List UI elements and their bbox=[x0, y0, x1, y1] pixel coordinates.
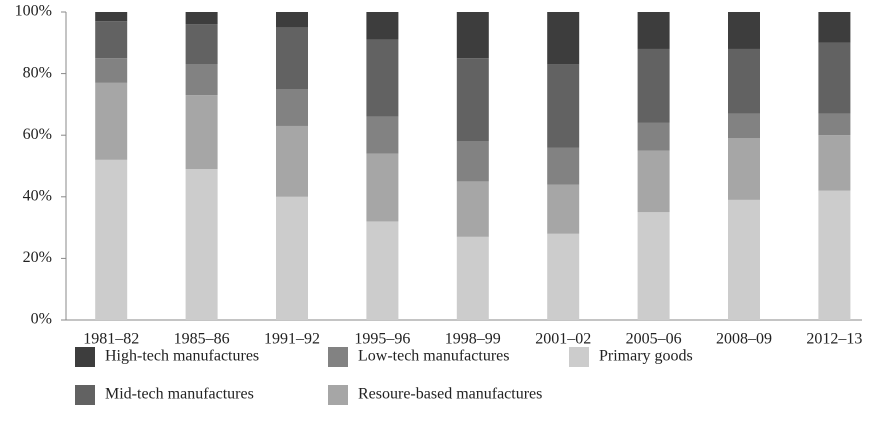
bar-segment bbox=[456, 181, 489, 237]
x-tick-label: 2012–13 bbox=[806, 331, 862, 348]
bar-segment bbox=[456, 236, 489, 320]
bar-segment bbox=[637, 12, 670, 49]
bar-segment bbox=[547, 184, 580, 234]
bar-segment bbox=[185, 24, 218, 65]
bar-segment bbox=[95, 82, 128, 160]
bar-segment bbox=[637, 48, 670, 123]
legend-swatch bbox=[328, 385, 348, 405]
legend-swatch bbox=[75, 347, 95, 367]
bar-segment bbox=[95, 159, 128, 320]
legend-label: Mid-tech manufactures bbox=[105, 386, 254, 403]
bar-segment bbox=[95, 21, 128, 59]
legend-swatch bbox=[328, 347, 348, 367]
bar-segment bbox=[366, 39, 399, 117]
bar-segment bbox=[637, 122, 670, 151]
legend-swatch bbox=[569, 347, 589, 367]
bar-segment bbox=[728, 113, 760, 139]
bar-segment bbox=[276, 196, 308, 320]
bar-segment bbox=[818, 190, 851, 320]
bar-segment bbox=[728, 138, 760, 200]
bar-segment bbox=[818, 113, 851, 136]
x-tick-label: 2008–09 bbox=[716, 331, 772, 348]
bar-segment bbox=[185, 12, 218, 25]
x-tick-label: 1995–96 bbox=[354, 331, 410, 348]
x-tick-label: 1985–86 bbox=[174, 331, 230, 348]
bar-segment bbox=[547, 147, 580, 185]
x-tick-label: 2001–02 bbox=[535, 331, 591, 348]
y-tick-label: 40% bbox=[23, 187, 52, 204]
y-tick-label: 100% bbox=[15, 3, 52, 20]
bar-segment bbox=[276, 125, 308, 197]
bar-segment bbox=[276, 27, 308, 89]
bar-segment bbox=[95, 12, 128, 22]
bar-segment bbox=[185, 169, 218, 320]
x-tick-label: 1998–99 bbox=[445, 331, 501, 348]
bar-segment bbox=[728, 199, 760, 320]
bar-segment bbox=[276, 12, 308, 28]
bar-segment bbox=[547, 12, 580, 65]
bar-segment bbox=[637, 212, 670, 320]
bar-segment bbox=[728, 12, 760, 49]
y-tick-label: 60% bbox=[23, 126, 52, 143]
bar-segment bbox=[366, 12, 399, 40]
bar-segment bbox=[456, 141, 489, 182]
y-tick-label: 0% bbox=[31, 311, 52, 328]
bar-segment bbox=[185, 64, 218, 96]
bar-segment bbox=[818, 12, 851, 43]
bar-segment bbox=[366, 221, 399, 320]
x-tick-label: 1991–92 bbox=[264, 331, 320, 348]
x-tick-label: 1981–82 bbox=[83, 331, 139, 348]
legend-label: Resoure-based manufactures bbox=[358, 386, 542, 403]
bar-segment bbox=[185, 95, 218, 170]
legend-label: Low-tech manufactures bbox=[358, 348, 509, 365]
bar-segment bbox=[818, 42, 851, 114]
bar-segment bbox=[366, 116, 399, 154]
bar-segment bbox=[547, 64, 580, 148]
bar-segment bbox=[456, 58, 489, 142]
bar-segment bbox=[637, 150, 670, 213]
bar-segment bbox=[276, 89, 308, 126]
x-tick-label: 2005–06 bbox=[626, 331, 682, 348]
bar-segment bbox=[818, 135, 851, 191]
legend-label: High-tech manufactures bbox=[105, 348, 259, 365]
legend-label: Primary goods bbox=[599, 348, 693, 365]
y-tick-label: 20% bbox=[23, 249, 52, 266]
bar-segment bbox=[95, 58, 128, 83]
legend-swatch bbox=[75, 385, 95, 405]
bar-segment bbox=[456, 12, 489, 59]
bar-segment bbox=[547, 233, 580, 320]
bar-segment bbox=[728, 48, 760, 114]
y-tick-label: 80% bbox=[23, 64, 52, 81]
bar-segment bbox=[366, 153, 399, 222]
